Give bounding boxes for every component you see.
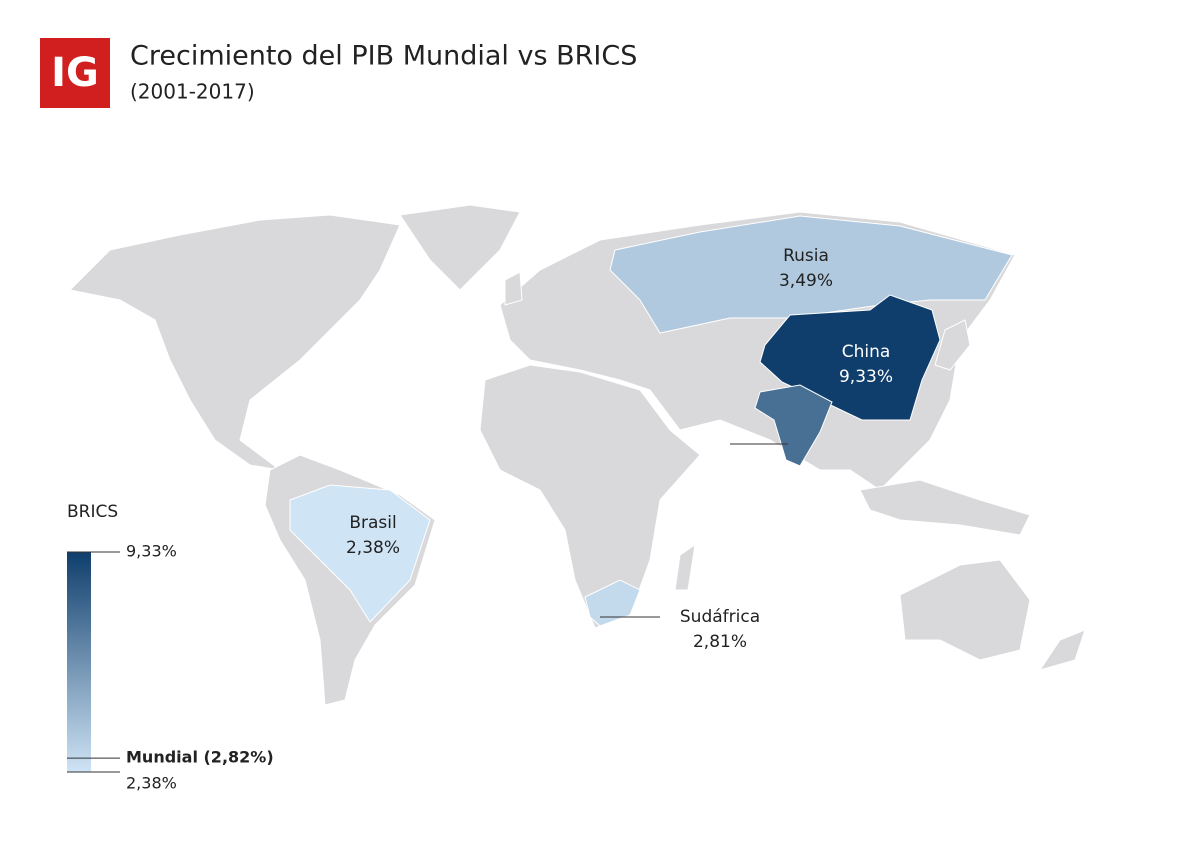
legend-scale: 9,33% Mundial (2,82%) 2,38%	[67, 542, 274, 793]
subtitle: (2001-2017)	[130, 80, 255, 104]
logo-text: IG	[51, 50, 99, 96]
legend-title: BRICS	[67, 502, 118, 522]
north-america	[68, 214, 401, 471]
australia	[899, 559, 1031, 661]
country-value: 7,25%	[724, 478, 778, 498]
country-name: Sudáfrica	[680, 607, 760, 627]
country-value: 9,33%	[839, 367, 893, 387]
uk	[504, 271, 523, 306]
legend-label: 2,38%	[126, 774, 177, 793]
india	[754, 384, 833, 467]
country-name: China	[842, 342, 891, 362]
title: Crecimiento del PIB Mundial vs BRICS	[130, 41, 637, 72]
country-name: Rusia	[783, 246, 829, 266]
legend-label: Mundial (2,82%)	[126, 748, 274, 767]
new-zealand	[1038, 629, 1086, 671]
madagascar	[674, 543, 696, 591]
legend-label: 9,33%	[126, 542, 177, 561]
greenland	[399, 204, 521, 291]
logo-box	[40, 38, 110, 108]
country-labels: Rusia 3,49% China 9,33% India 7,25% Brasil 2,38…	[346, 246, 893, 652]
country-value: 2,38%	[346, 538, 400, 558]
country-name: Brasil	[349, 513, 396, 533]
legend-gradient	[67, 552, 91, 772]
country-value: 3,49%	[779, 271, 833, 291]
south-africa	[584, 579, 641, 627]
japan	[934, 319, 971, 371]
country-name: India	[730, 453, 772, 473]
africa	[479, 364, 701, 629]
country-value: 2,81%	[693, 632, 747, 652]
brics-countries	[289, 215, 1013, 627]
brazil	[289, 484, 431, 623]
southeast-asia	[859, 479, 1031, 536]
